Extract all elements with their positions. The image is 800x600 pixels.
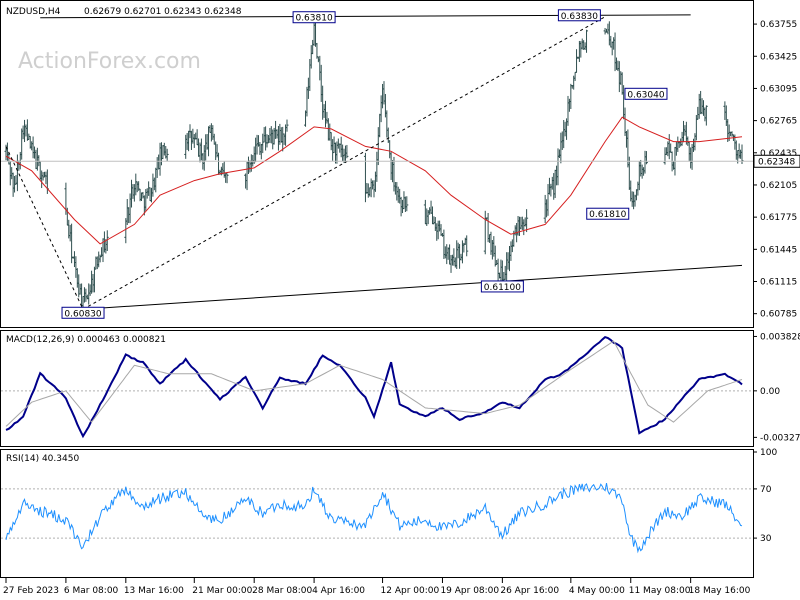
level-label: 0.63810 bbox=[292, 11, 336, 24]
level-label-text: 0.63040 bbox=[627, 90, 664, 100]
price-ytick-label: 0.60785 bbox=[760, 310, 797, 320]
symbol-title: NZDUSD,H4 bbox=[6, 7, 61, 17]
xtick-label: 18 May 16:00 bbox=[689, 586, 751, 596]
trendline-3 bbox=[82, 16, 606, 310]
level-label-box bbox=[624, 87, 668, 100]
level-label-text: 0.61810 bbox=[589, 210, 626, 220]
price-ytick-label: 0.62105 bbox=[760, 181, 797, 191]
price-header: NZDUSD,H4 0.62679 0.62701 0.62343 0.6234… bbox=[6, 7, 242, 17]
rsi-ytick-label: 30 bbox=[760, 534, 772, 544]
price-ytick-label: 0.63095 bbox=[760, 84, 797, 94]
macd-title: MACD(12,26,9) 0.000463 0.000821 bbox=[6, 335, 166, 345]
xtick-label: 13 Mar 16:00 bbox=[124, 586, 184, 596]
trendline-4 bbox=[5, 146, 84, 310]
rsi-ytick-label: 70 bbox=[760, 485, 772, 495]
level-label: 0.63040 bbox=[624, 87, 668, 100]
xtick-label: 27 Feb 2023 bbox=[3, 586, 59, 596]
level-label-box bbox=[557, 9, 601, 22]
signal-line bbox=[5, 340, 743, 427]
ohlc-values: 0.62679 0.62701 0.62343 0.62348 bbox=[84, 7, 242, 17]
level-label: 0.61100 bbox=[480, 280, 524, 293]
macd-panel-frame bbox=[0, 330, 754, 447]
rsi-panel-frame bbox=[0, 449, 754, 578]
watermark: ActionForex.com bbox=[18, 49, 201, 74]
rsi-line bbox=[5, 483, 743, 554]
level-label: 0.63830 bbox=[557, 9, 601, 22]
trendline-1 bbox=[82, 264, 743, 310]
xtick-label: 26 Apr 16:00 bbox=[500, 586, 559, 596]
price-ytick-label: 0.63425 bbox=[760, 52, 797, 62]
xtick-label: 4 Apr 16:00 bbox=[312, 586, 365, 596]
level-label-box bbox=[586, 207, 630, 220]
xtick-label: 19 Apr 08:00 bbox=[440, 586, 499, 596]
macd-ytick-label: 0.003828 bbox=[760, 332, 800, 342]
rsi-layer bbox=[1, 483, 753, 554]
level-label-text: 0.63830 bbox=[561, 12, 598, 22]
xtick-label: 4 May 00:00 bbox=[569, 586, 625, 596]
xtick-label: 12 Apr 00:00 bbox=[381, 586, 440, 596]
level-label-text: 0.61100 bbox=[484, 283, 521, 293]
macd-ytick-label: 0.00 bbox=[760, 387, 780, 397]
macd-layer bbox=[1, 335, 753, 439]
level-label-box bbox=[292, 11, 336, 24]
price-ytick-label: 0.62765 bbox=[760, 117, 797, 127]
rsi-ytick-label: 100 bbox=[760, 448, 777, 458]
price-ytick-label: 0.61775 bbox=[760, 213, 797, 223]
price-ytick-label: 0.61115 bbox=[760, 277, 797, 287]
level-label-text: 0.63810 bbox=[295, 14, 332, 24]
moving-average-line bbox=[5, 116, 743, 245]
xtick-label: 11 May 08:00 bbox=[629, 586, 691, 596]
level-label-text: 0.60830 bbox=[64, 309, 101, 319]
xtick-label: 28 Mar 08:00 bbox=[252, 586, 312, 596]
xtick-label: 21 Mar 00:00 bbox=[192, 586, 252, 596]
macd-line bbox=[5, 335, 743, 439]
price-layer: 0.63810 0.63830 0.63040 0.61810 0.61100 0.608… bbox=[1, 9, 753, 319]
level-label-box bbox=[480, 280, 524, 293]
last-price-tag-text: 0.62348 bbox=[758, 157, 795, 167]
price-ytick-label: 0.61445 bbox=[760, 245, 797, 255]
level-label: 0.61810 bbox=[586, 207, 630, 220]
last-price-tag bbox=[753, 154, 800, 168]
price-ytick-label: 0.63755 bbox=[760, 20, 797, 30]
rsi-title: RSI(14) 40.3450 bbox=[6, 454, 79, 464]
level-label: 0.60830 bbox=[61, 306, 105, 319]
xtick-label: 6 Mar 08:00 bbox=[64, 586, 119, 596]
price-ytick-label: 0.62435 bbox=[760, 149, 797, 159]
level-label-box bbox=[61, 306, 105, 319]
axis-layer: 0.60785 0.61115 0.61445 0.61775 0.62105 0.624… bbox=[3, 20, 800, 596]
macd-ytick-label: -0.003274 bbox=[760, 433, 800, 443]
